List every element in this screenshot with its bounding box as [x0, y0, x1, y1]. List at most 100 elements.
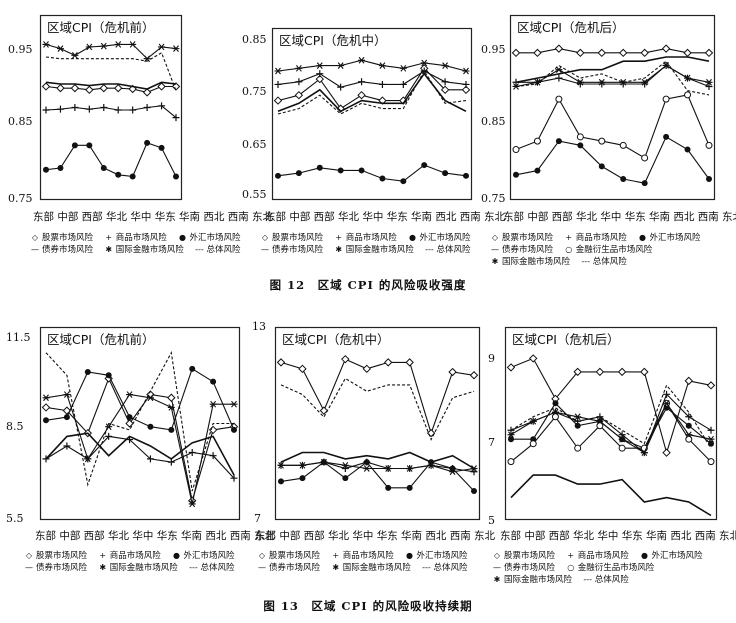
series-line [45, 142, 177, 178]
data-point [63, 391, 71, 398]
data-point [129, 106, 137, 114]
legend-label: 股票市场风险 [502, 233, 554, 243]
data-point [533, 48, 542, 58]
data-point [146, 394, 154, 402]
star-marker-icon: ✱ [491, 257, 499, 266]
series-line [510, 474, 712, 517]
legend-label: 债券市场风险 [36, 563, 88, 573]
open-circle-marker-icon: ○ [567, 563, 575, 572]
data-point [574, 444, 582, 452]
data-point [168, 426, 175, 433]
data-point [209, 452, 217, 460]
data-point [337, 83, 345, 91]
x-axis-labels: 东部 中部 西部 华北 华中 华东 华南 西北 西南 东北 [503, 211, 736, 223]
data-point [706, 381, 716, 390]
legend-label: 外汇市场风险 [189, 233, 241, 243]
data-point [298, 461, 306, 469]
legend-item: + 商品市场风险 [96, 550, 160, 562]
data-point [100, 165, 107, 172]
data-point [273, 96, 283, 105]
legend-label: 国际金融市场风险 [502, 257, 571, 267]
legend-item: --- 总体风险 [422, 244, 470, 256]
data-point [114, 83, 123, 93]
data-point [278, 478, 284, 485]
data-point [640, 449, 648, 457]
x-axis-labels: 东部 中部 西部 华北 华中 华东 华南 西北 西南 东北 [500, 530, 736, 542]
chart-svg [504, 326, 718, 521]
data-point [41, 82, 51, 91]
dashed-line-icon: --- [581, 257, 591, 266]
data-point [71, 52, 79, 59]
data-point [552, 400, 559, 407]
plot-frame [39, 326, 241, 521]
data-point [576, 133, 584, 141]
legend-label: 商品市场风险 [115, 233, 167, 243]
data-point [507, 458, 515, 466]
diamond-marker-icon: ◇ [493, 551, 501, 560]
data-point [144, 139, 151, 146]
legend-label: 股票市场风险 [36, 551, 88, 561]
data-point [507, 426, 515, 434]
plus-marker-icon: + [105, 233, 113, 242]
data-point [399, 64, 407, 72]
data-point [576, 48, 585, 58]
data-point [574, 422, 581, 429]
plus-marker-icon: + [99, 551, 107, 560]
line-marker-icon: — [25, 563, 33, 572]
data-point [277, 461, 285, 469]
data-point [706, 175, 712, 182]
data-point [617, 367, 627, 377]
data-point [126, 414, 133, 421]
legend-label: 总体风险 [592, 257, 627, 267]
plus-marker-icon: + [332, 551, 340, 560]
data-point [295, 64, 303, 72]
y-tick: 8.5 [6, 420, 24, 433]
data-point [114, 106, 122, 114]
y-tick: 7 [488, 436, 495, 449]
y-tick: 13 [252, 320, 266, 333]
legend-item: ✱ 国际金融市场风险 [490, 574, 572, 586]
y-tick: 0.85 [481, 115, 506, 128]
data-point [105, 372, 112, 379]
data-point [295, 170, 302, 177]
x-axis-labels: 东部 中部 西部 华北 华中 华东 华南 西北 西南 东北 [35, 530, 276, 542]
series-line [45, 51, 177, 91]
data-point [172, 114, 180, 122]
legend-item: — 债券市场风险 [490, 562, 555, 574]
data-point [596, 422, 604, 430]
data-point [86, 142, 93, 149]
legend-item: ● 外汇市场风险 [169, 550, 235, 562]
data-point [684, 74, 692, 82]
data-point [99, 83, 108, 93]
legend-label: 债券市场风险 [269, 563, 321, 573]
legend-item: — 债券市场风险 [255, 562, 320, 574]
series-line [515, 136, 710, 184]
data-point [384, 358, 393, 367]
series-line [45, 43, 177, 60]
plus-marker-icon: + [565, 233, 573, 242]
data-point [707, 458, 715, 466]
data-point [378, 62, 386, 69]
dashed-line-icon: --- [189, 563, 198, 572]
data-point [555, 95, 563, 103]
data-point [506, 363, 516, 372]
plot-frame [504, 326, 718, 521]
data-point [158, 43, 166, 51]
data-point [640, 367, 649, 377]
legend-item: — 债券市场风险 [22, 562, 87, 574]
data-point [641, 180, 648, 187]
dot-marker-icon: ● [638, 233, 646, 242]
legend: ◇ 股票市场风险 + 商品市场风险 ● 外汇市场风险 — 债券市场风险 ○ 金融衍生品市场… [490, 550, 730, 586]
data-point [685, 413, 693, 421]
legend-label: 总体风险 [594, 575, 629, 585]
data-point [167, 393, 176, 402]
legend: ◇ 股票市场风险 + 商品市场风险 ● 外汇市场风险 — 债券市场风险 ✱ 国际金融市场风… [255, 550, 485, 574]
series-line [45, 377, 235, 501]
series-line [277, 164, 467, 182]
chart-svg [274, 326, 481, 521]
data-point [596, 417, 604, 425]
series-line [277, 69, 467, 115]
data-point [573, 367, 582, 377]
data-point [461, 85, 471, 95]
data-point [231, 426, 237, 433]
